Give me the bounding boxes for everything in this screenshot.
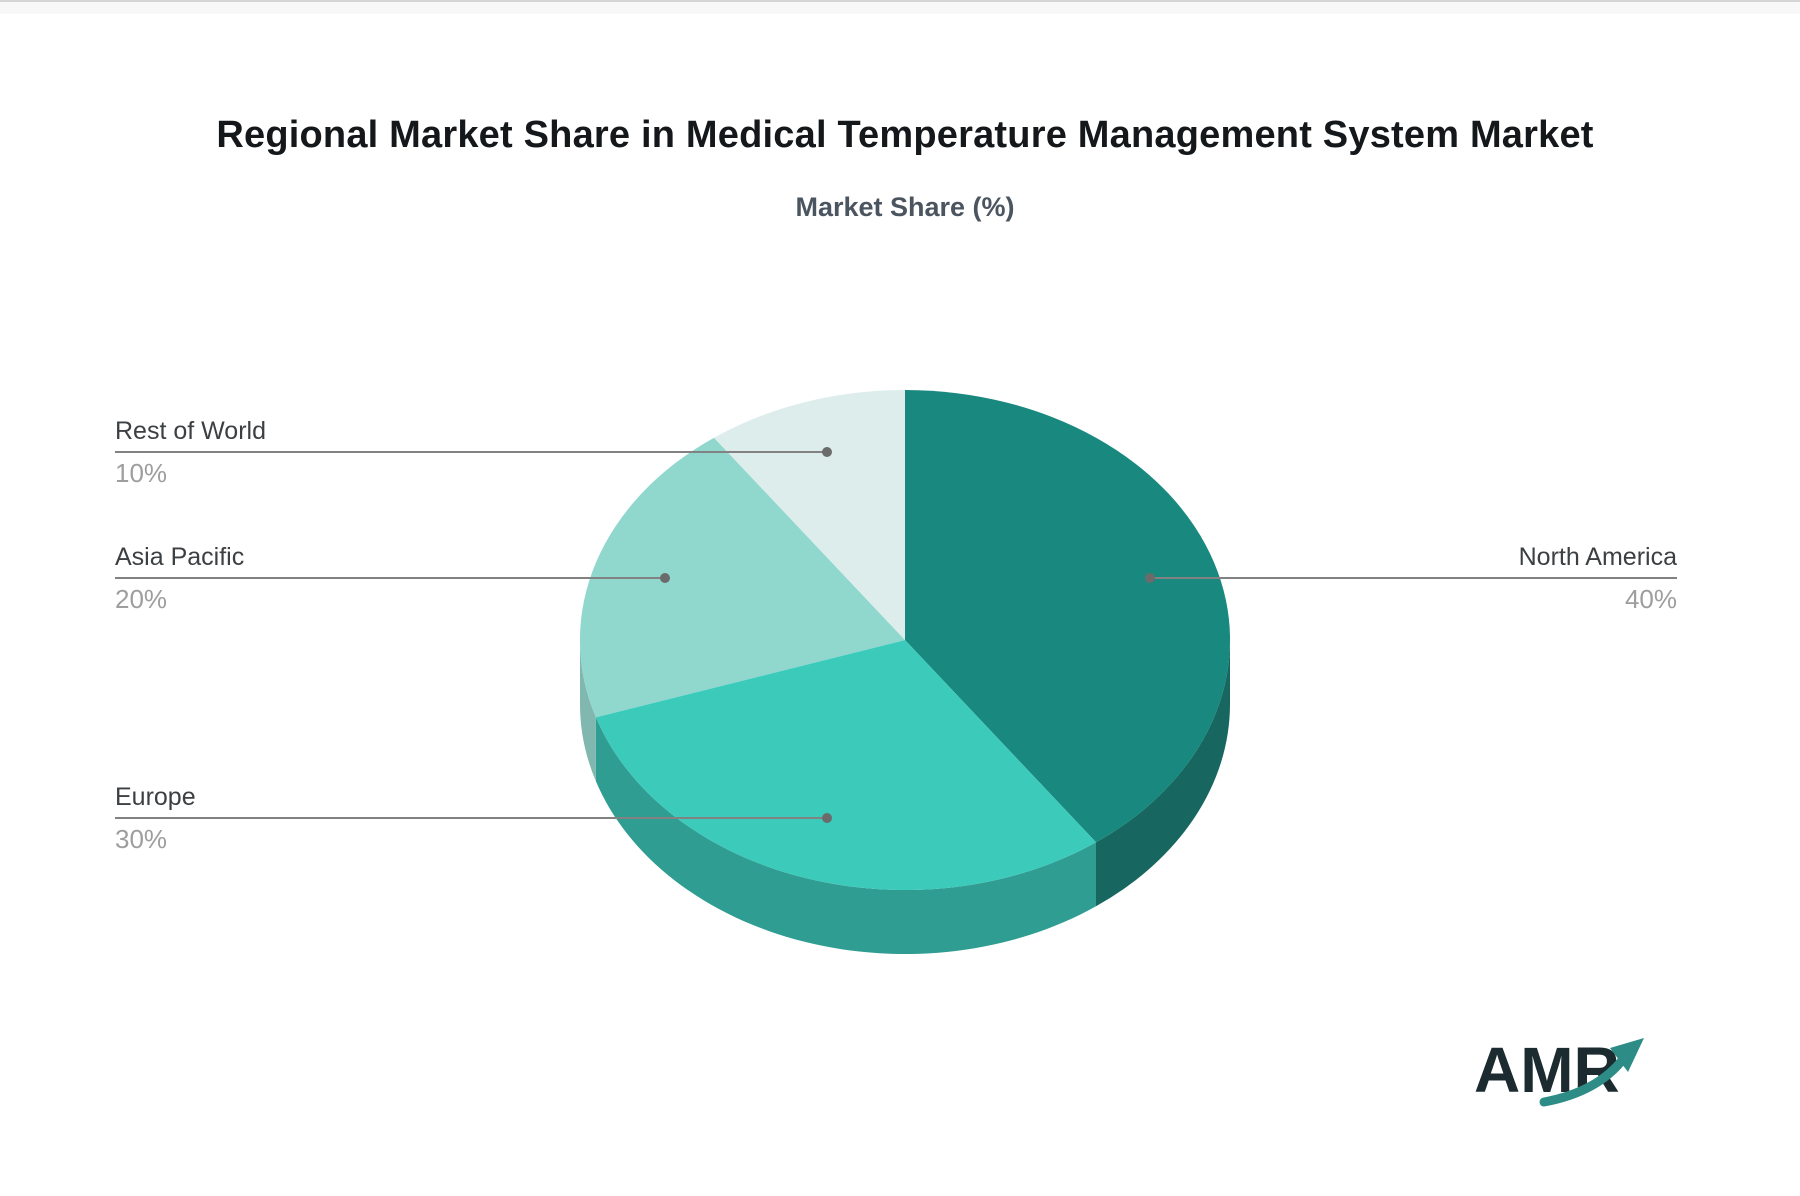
slice-value-asia-pacific: 20% — [115, 584, 168, 614]
pie-slice-europe[interactable] — [595, 640, 1096, 891]
slice-value-rest-of-world: 10% — [115, 458, 168, 488]
pie-slice-side-north-america — [1096, 640, 1230, 907]
pie-slice-side-asia-pacific — [579, 640, 596, 782]
leader-line-rest-of-world — [115, 447, 832, 457]
leader-line-north-america — [1145, 573, 1677, 583]
leader-line-europe — [115, 813, 832, 823]
chart-subtitle: Market Share (%) — [795, 192, 1015, 222]
slice-label-asia-pacific: Asia Pacific — [115, 543, 245, 571]
pie-slice-north-america[interactable] — [905, 390, 1231, 843]
top-strip — [0, 0, 1800, 14]
amr-logo: AMR — [1474, 1034, 1644, 1107]
pie-slice-asia-pacific[interactable] — [579, 437, 905, 718]
leader-dot-europe — [822, 813, 832, 823]
slice-label-rest-of-world: Rest of World — [115, 417, 266, 445]
leader-dot-rest-of-world — [822, 447, 832, 457]
leader-line-asia-pacific — [115, 573, 670, 583]
slice-label-europe: Europe — [115, 783, 196, 811]
amr-logo-arrow-icon — [1539, 1053, 1629, 1107]
leader-dot-asia-pacific — [660, 573, 670, 583]
amr-logo-text: AMR — [1474, 1034, 1620, 1106]
chart-title: Regional Market Share in Medical Tempera… — [216, 114, 1594, 156]
slice-value-north-america: 40% — [1624, 584, 1677, 614]
slice-label-north-america: North America — [1518, 543, 1677, 571]
pie-slice-side-europe — [595, 717, 1096, 955]
leader-dot-north-america — [1145, 573, 1155, 583]
slice-value-europe: 30% — [115, 824, 168, 854]
